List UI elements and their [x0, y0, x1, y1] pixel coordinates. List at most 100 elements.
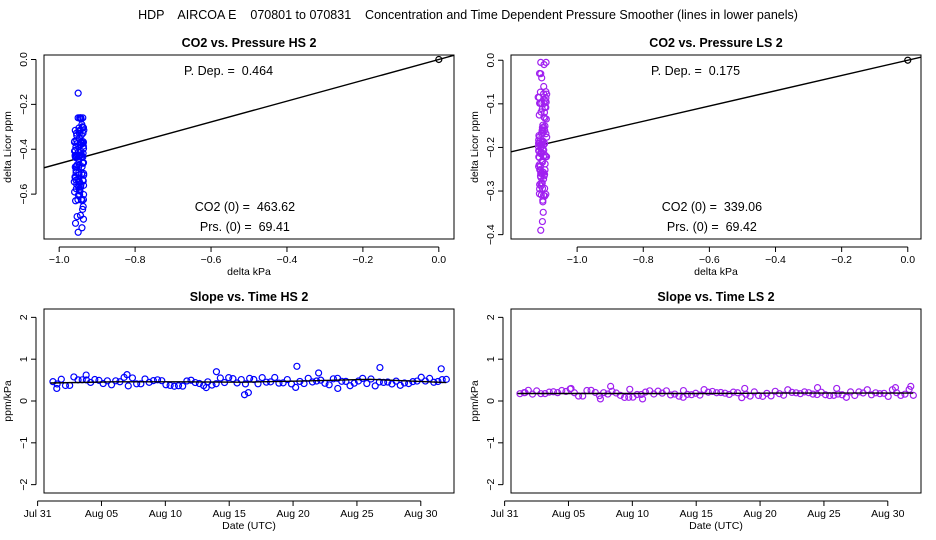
data-point — [137, 380, 145, 388]
data-point — [183, 377, 191, 385]
data-point — [809, 390, 817, 398]
data-point — [153, 376, 162, 384]
data-point — [78, 163, 86, 171]
y-tick-label: −0.1 — [485, 93, 497, 114]
data-point — [170, 382, 178, 390]
data-point — [535, 131, 543, 140]
data-point — [293, 362, 301, 370]
data-point — [729, 388, 737, 396]
data-point — [549, 388, 558, 396]
data-point — [901, 390, 909, 398]
y-axis-label: ppm/kPa — [469, 380, 481, 422]
ls-slope-chart: Slope vs. Time LS 2 Jul 31 Aug 05 Aug 10 Aug… — [469, 290, 922, 532]
data-point — [79, 215, 88, 223]
data-point — [437, 365, 445, 373]
data-point — [541, 140, 549, 148]
data-point — [542, 58, 550, 67]
data-point — [376, 363, 384, 372]
data-point — [71, 163, 79, 171]
data-point — [540, 123, 548, 131]
annotation-pdep: P. Dep. = 0.175 — [651, 64, 740, 78]
data-point — [600, 389, 608, 397]
x-tick-label: Aug 25 — [807, 508, 840, 520]
data-point — [638, 395, 647, 403]
data-point — [679, 386, 688, 395]
y-axis-label: delta Licor ppm — [2, 111, 14, 183]
data-point — [884, 392, 892, 401]
data-point — [596, 395, 605, 403]
data-point — [442, 375, 450, 383]
hs-slope-chart: Slope vs. Time HS 2 Jul 31 Aug 05 Aug 10 Aug… — [2, 290, 455, 532]
y-axis-label: ppm/kPa — [2, 380, 14, 422]
data-point — [123, 371, 131, 379]
data-point — [71, 126, 79, 134]
page-title: HDP AIRCOA E 070801 to 070831 Concentrat… — [138, 8, 798, 22]
y-tick-label: −0.2 — [18, 94, 30, 115]
x-tick-label: −0.2 — [353, 254, 374, 266]
data-point — [57, 375, 65, 383]
data-point — [271, 373, 279, 382]
y-tick-label: 1 — [18, 356, 30, 362]
data-point — [74, 228, 82, 236]
data-point — [842, 393, 850, 401]
data-point — [338, 377, 346, 385]
data-point — [149, 377, 157, 385]
x-tick-label: 0.0 — [900, 254, 915, 266]
smoother-line — [50, 378, 447, 384]
data-point — [212, 380, 220, 388]
data-point — [696, 391, 704, 399]
data-point — [359, 374, 367, 382]
data-point — [79, 181, 88, 189]
data-point — [540, 108, 549, 117]
data-point — [855, 388, 863, 396]
data-point — [535, 69, 544, 78]
data-point — [158, 377, 166, 385]
data-point — [216, 374, 224, 382]
data-point — [77, 114, 85, 122]
data-point — [846, 388, 855, 396]
data-point — [74, 89, 82, 97]
data-point — [195, 379, 204, 388]
data-point — [536, 162, 545, 170]
y-tick-label: −0.4 — [485, 224, 497, 245]
data-point — [240, 391, 249, 399]
data-point — [535, 161, 543, 169]
x-tick-label: Aug 30 — [404, 508, 437, 520]
y-tick-label: 2 — [18, 314, 30, 320]
data-point — [907, 382, 915, 390]
data-point — [283, 375, 291, 384]
data-point — [540, 113, 548, 121]
y-tick-label: −0.3 — [485, 181, 497, 202]
data-point — [246, 374, 254, 382]
data-point — [78, 224, 86, 232]
y-tick-label: 1 — [485, 356, 497, 362]
data-point — [128, 374, 137, 382]
data-point — [384, 378, 392, 386]
data-point — [543, 133, 551, 141]
data-point — [71, 197, 80, 205]
x-tick-label: Aug 25 — [340, 508, 373, 520]
data-point — [258, 374, 266, 382]
data-point — [535, 136, 543, 144]
x-tick-label: −1.0 — [567, 254, 588, 266]
data-point — [830, 391, 838, 399]
data-point — [535, 147, 543, 155]
y-tick-label: −1 — [18, 437, 30, 449]
data-point — [641, 388, 650, 396]
x-axis-label: Date (UTC) — [689, 520, 743, 532]
chart-title: CO2 vs. Pressure LS 2 — [649, 36, 782, 50]
data-point — [371, 382, 379, 390]
data-point — [750, 388, 758, 396]
data-point — [536, 99, 544, 107]
data-point — [325, 381, 333, 389]
data-point — [75, 183, 83, 191]
data-point — [538, 217, 547, 226]
x-tick-label: −0.8 — [633, 254, 654, 266]
plot-data — [511, 56, 921, 234]
plot-data — [516, 382, 917, 403]
x-tick-label: Aug 20 — [743, 508, 776, 520]
data-point — [179, 382, 187, 390]
data-point — [717, 388, 725, 397]
data-point — [891, 384, 900, 392]
x-tick-label: Aug 15 — [213, 508, 246, 520]
